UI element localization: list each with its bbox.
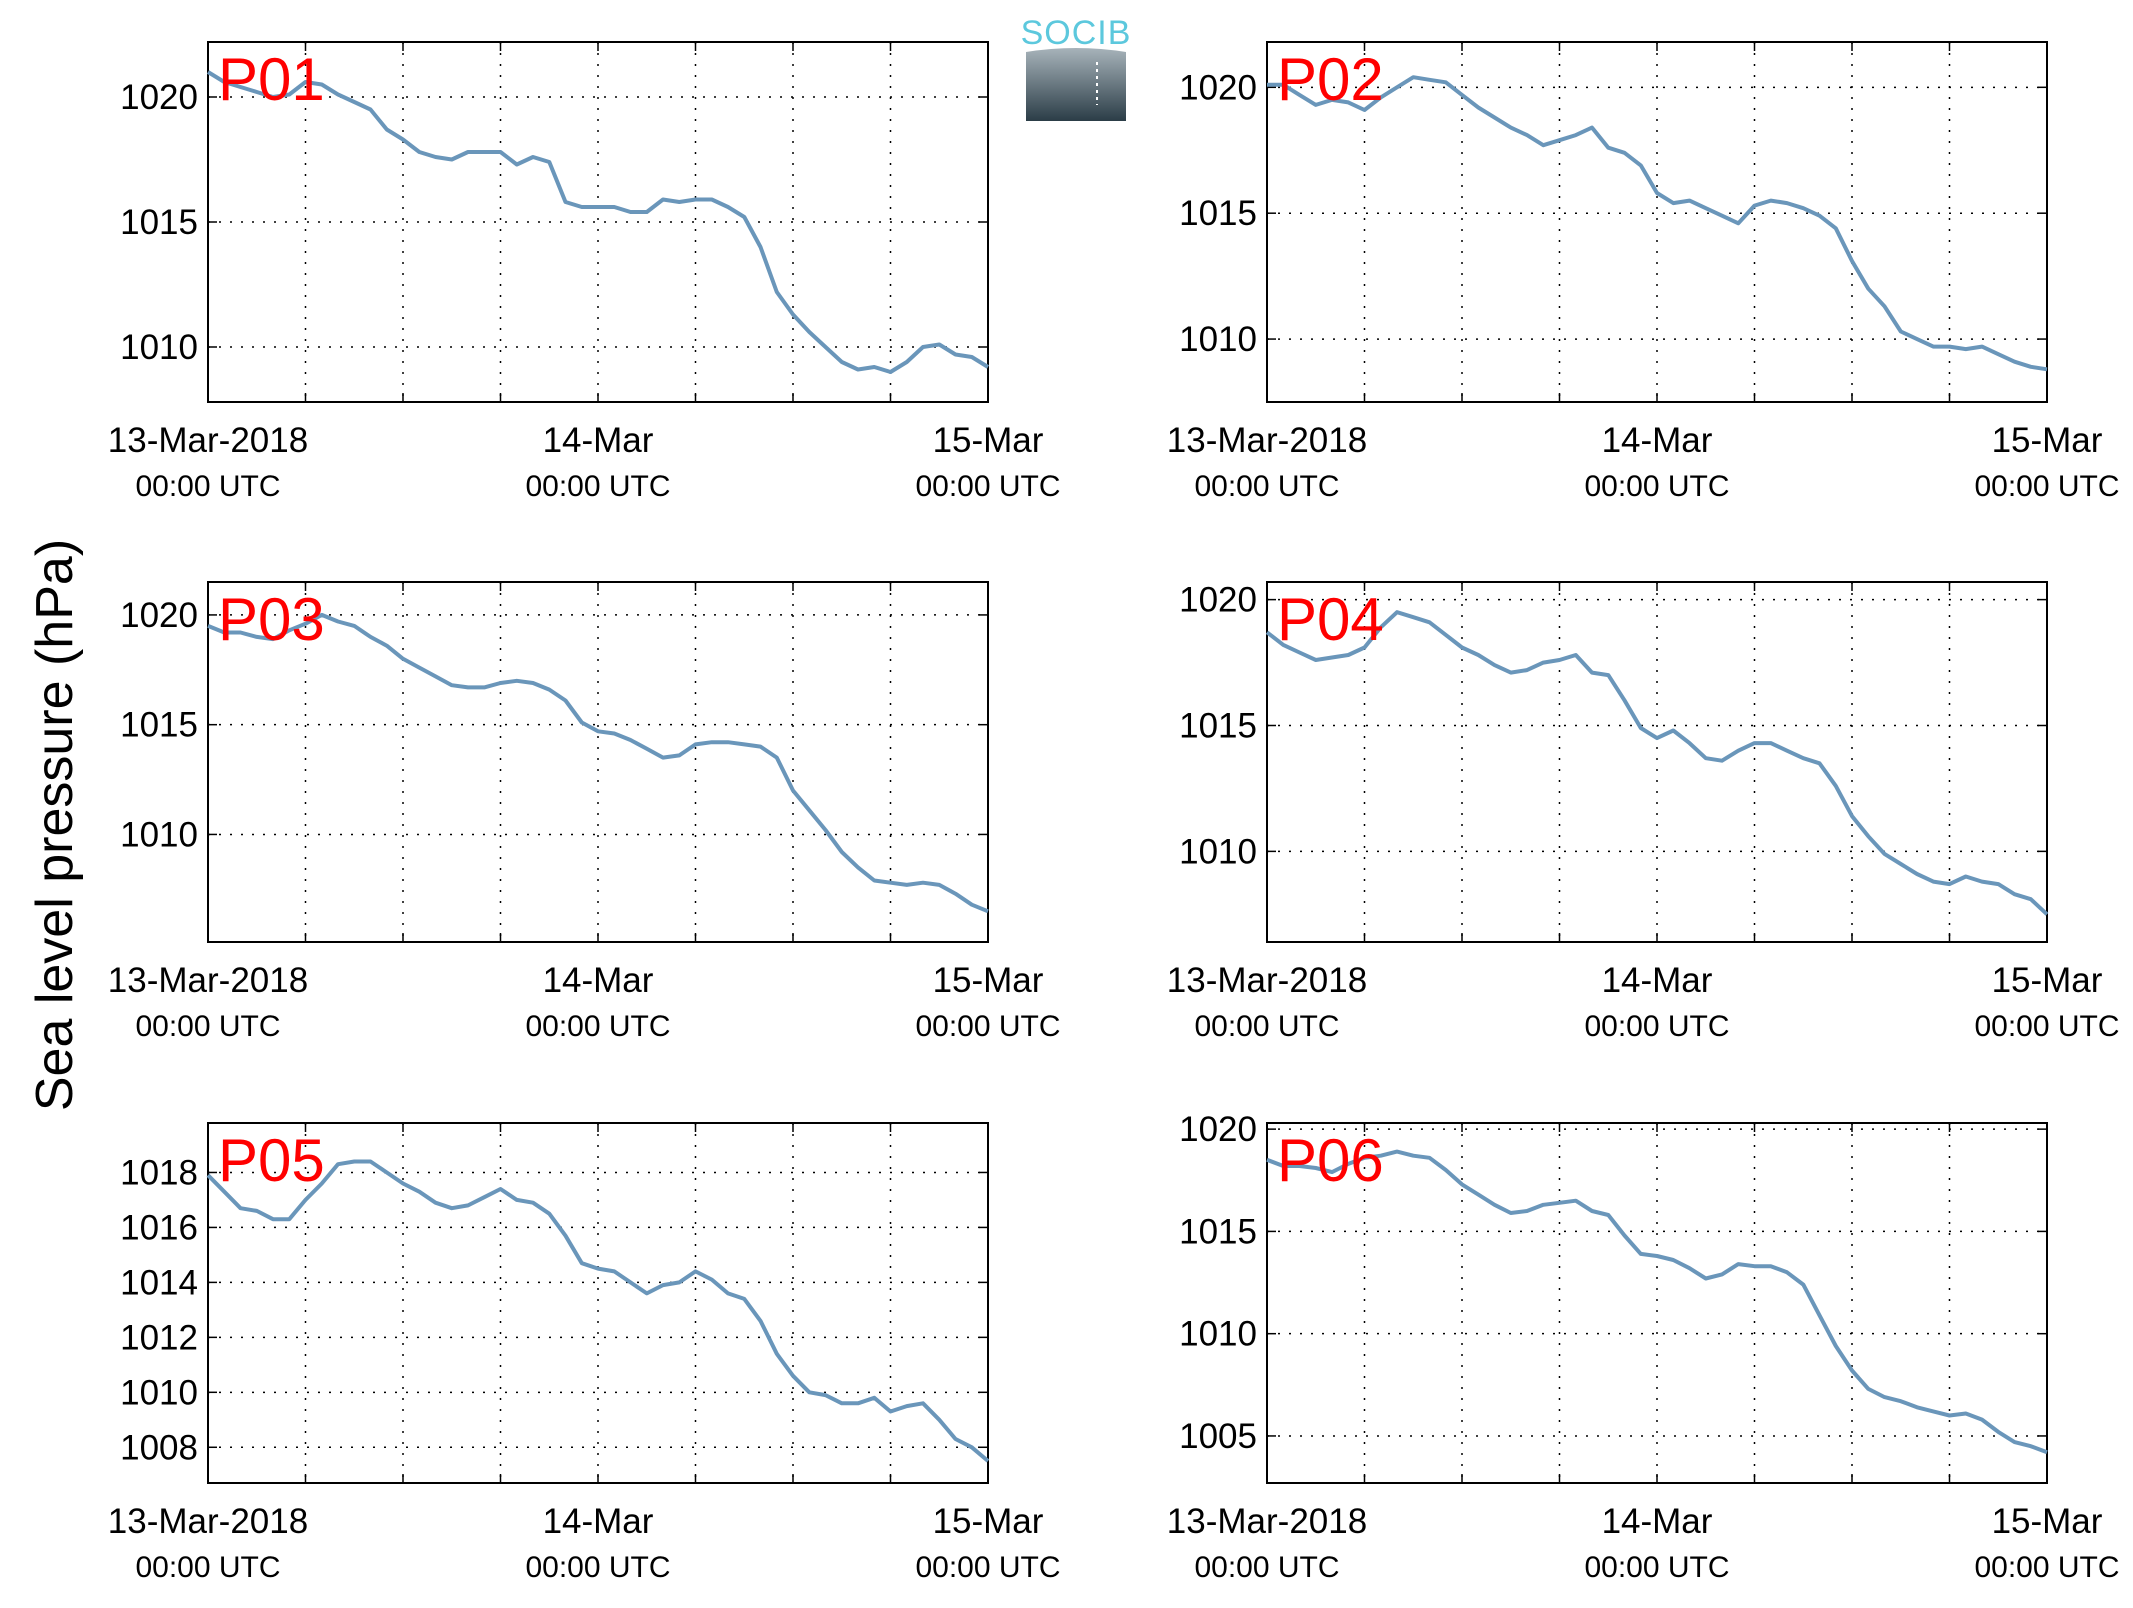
axes-frame <box>207 581 989 943</box>
series-line-p06 <box>1266 1149 2048 1455</box>
y-tick-label: 1010 <box>1179 320 1257 359</box>
panel-p01: 1010 1015 1020 13-Mar-2018 00:00 UTC 14-Mar 00… <box>108 41 1061 503</box>
x-tick-label: 15-Mar <box>1992 961 2103 1000</box>
y-tick-label: 1018 <box>120 1153 198 1192</box>
y-tick-label: 1010 <box>120 1373 198 1412</box>
y-tick-label: 1010 <box>120 815 198 854</box>
y-tick-label: 1015 <box>1179 706 1257 745</box>
x-tick-label: 15-Mar <box>1992 421 2103 460</box>
y-tick-label: 1015 <box>120 203 198 242</box>
x-tick-sublabel: 00:00 UTC <box>525 1551 670 1584</box>
x-tick-sublabel: 00:00 UTC <box>1194 1010 1339 1043</box>
series-line-p02 <box>1267 75 2048 372</box>
series-line-p03 <box>207 612 989 914</box>
x-tick-sublabel: 00:00 UTC <box>1974 470 2119 503</box>
panel-label: P01 <box>218 46 325 113</box>
x-tick-label: 14-Mar <box>543 961 654 1000</box>
y-tick-label: 1005 <box>1179 1417 1257 1456</box>
logo-text: SOCIB <box>1021 14 1132 52</box>
panels: 1010 1015 1020 13-Mar-2018 00:00 UTC 14-Mar 00… <box>108 41 2120 1584</box>
x-tick-sublabel: 00:00 UTC <box>915 470 1060 503</box>
x-tick-sublabel: 00:00 UTC <box>1974 1010 2119 1043</box>
socib-logo: SOCIB <box>1021 14 1132 121</box>
panel-p05: 1008 1010 1012 1014 1016 1018 13-Mar-2018 00:00… <box>108 1122 1061 1584</box>
x-tick-label: 14-Mar <box>1602 421 1713 460</box>
y-tick-label: 1015 <box>1179 1212 1257 1251</box>
x-tick-sublabel: 00:00 UTC <box>135 1010 280 1043</box>
series-line-p04 <box>1265 610 2049 916</box>
x-tick-label: 15-Mar <box>933 961 1044 1000</box>
x-tick-label: 15-Mar <box>1992 1502 2103 1541</box>
x-tick-sublabel: 00:00 UTC <box>915 1551 1060 1584</box>
y-tick-label: 1020 <box>1179 68 1257 107</box>
x-tick-label: 14-Mar <box>543 1502 654 1541</box>
x-tick-sublabel: 00:00 UTC <box>1194 470 1339 503</box>
panel-p04: 1010 1015 1020 13-Mar-2018 00:00 UTC 14-Mar 00… <box>1167 581 2120 1043</box>
x-tick-label: 13-Mar-2018 <box>108 421 308 460</box>
x-tick-sublabel: 00:00 UTC <box>1974 1551 2119 1584</box>
x-tick-sublabel: 00:00 UTC <box>135 1551 280 1584</box>
y-tick-label: 1016 <box>120 1208 198 1247</box>
y-tick-label: 1020 <box>1179 581 1257 620</box>
x-tick-sublabel: 00:00 UTC <box>915 1010 1060 1043</box>
x-tick-sublabel: 00:00 UTC <box>1584 470 1729 503</box>
x-tick-sublabel: 00:00 UTC <box>1194 1551 1339 1584</box>
panel-label: P02 <box>1277 46 1384 113</box>
x-tick-label: 13-Mar-2018 <box>1167 421 1367 460</box>
logo-wave-block <box>1026 48 1126 121</box>
axes-frame <box>1266 41 2048 403</box>
x-tick-label: 14-Mar <box>543 421 654 460</box>
panel-label: P05 <box>218 1127 325 1194</box>
axes-frame <box>207 1122 989 1484</box>
panel-p06: 1005 1010 1015 1020 13-Mar-2018 00:00 UTC 14-M… <box>1167 1110 2120 1584</box>
y-tick-label: 1020 <box>120 78 198 117</box>
y-tick-label: 1015 <box>1179 194 1257 233</box>
y-tick-label: 1008 <box>120 1428 198 1467</box>
axes-frame <box>1266 1122 2048 1484</box>
panel-p02: 1010 1015 1020 13-Mar-2018 00:00 UTC 14-Mar 00… <box>1167 41 2120 503</box>
x-tick-sublabel: 00:00 UTC <box>1584 1010 1729 1043</box>
x-tick-sublabel: 00:00 UTC <box>1584 1551 1729 1584</box>
x-tick-sublabel: 00:00 UTC <box>135 470 280 503</box>
series-line-p01 <box>206 70 990 374</box>
y-tick-label: 1010 <box>1179 832 1257 871</box>
x-tick-label: 13-Mar-2018 <box>1167 961 1367 1000</box>
y-tick-label: 1015 <box>120 706 198 745</box>
x-tick-label: 13-Mar-2018 <box>108 961 308 1000</box>
y-tick-label: 1012 <box>120 1318 198 1357</box>
figure-ylabel: Sea level pressure (hPa) <box>26 539 84 1111</box>
panel-label: P06 <box>1277 1127 1384 1194</box>
series-line-p05 <box>206 1159 990 1463</box>
x-tick-label: 15-Mar <box>933 1502 1044 1541</box>
y-tick-label: 1014 <box>120 1263 198 1302</box>
x-tick-label: 13-Mar-2018 <box>1167 1502 1367 1541</box>
x-tick-label: 14-Mar <box>1602 961 1713 1000</box>
y-tick-label: 1010 <box>1179 1315 1257 1354</box>
y-tick-label: 1010 <box>120 328 198 367</box>
x-tick-label: 13-Mar-2018 <box>108 1502 308 1541</box>
panel-label: P04 <box>1277 586 1384 653</box>
x-tick-sublabel: 00:00 UTC <box>525 470 670 503</box>
axes-frame <box>1266 581 2048 943</box>
axes-frame <box>207 41 989 403</box>
x-tick-sublabel: 00:00 UTC <box>525 1010 670 1043</box>
x-tick-label: 14-Mar <box>1602 1502 1713 1541</box>
panel-p03: 1010 1015 1020 13-Mar-2018 00:00 UTC 14-Mar 00… <box>108 581 1061 1043</box>
y-tick-label: 1020 <box>1179 1110 1257 1149</box>
x-tick-label: 15-Mar <box>933 421 1044 460</box>
y-tick-label: 1020 <box>120 596 198 635</box>
panel-label: P03 <box>218 586 325 653</box>
